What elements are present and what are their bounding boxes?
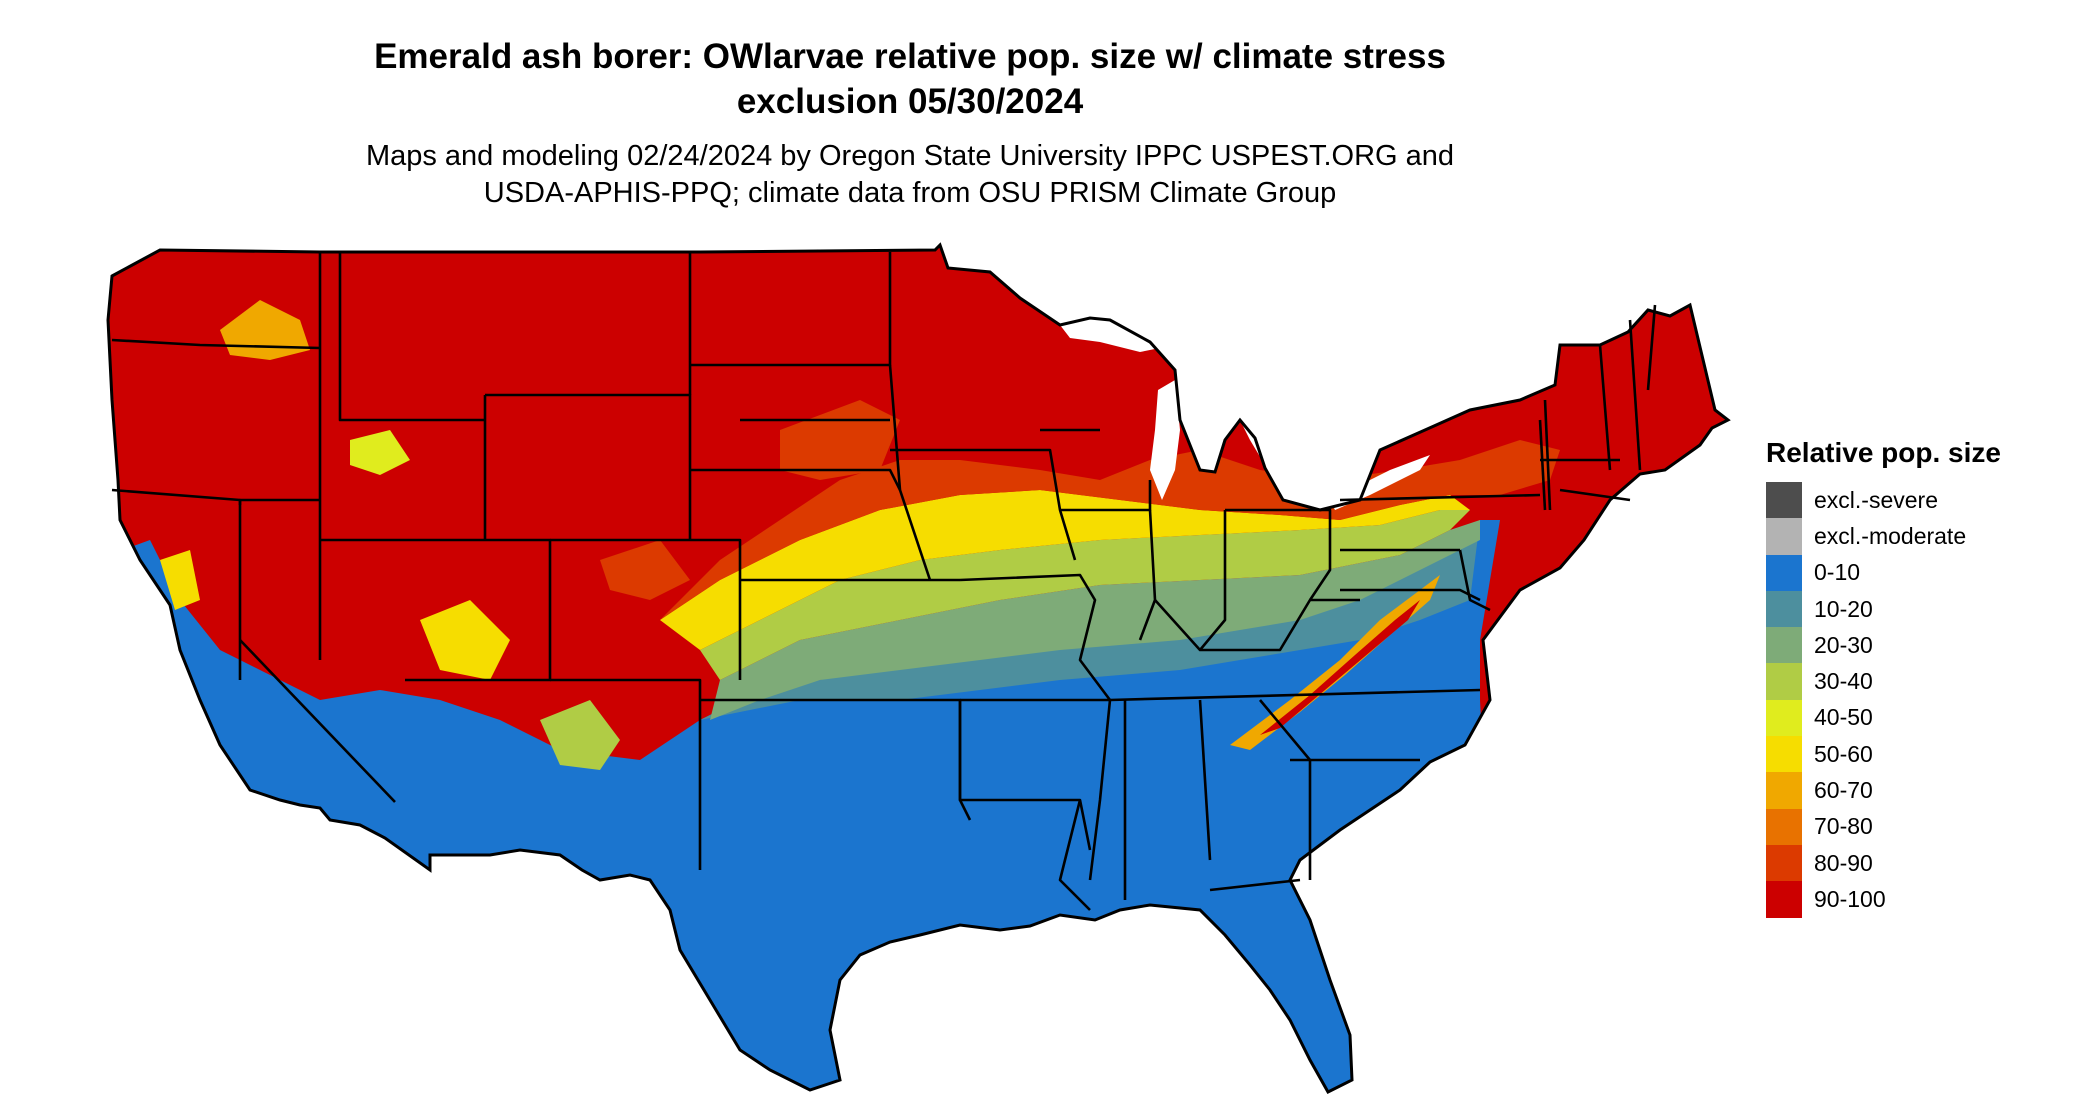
- legend-swatch: [1766, 518, 1802, 555]
- legend-swatch: [1766, 772, 1802, 809]
- state-borders: [111, 252, 1657, 911]
- legend-item: excl.-severe: [1766, 482, 2001, 519]
- legend-label: 0-10: [1814, 559, 1861, 586]
- legend-item: 60-70: [1766, 772, 2001, 809]
- legend-swatch: [1766, 627, 1802, 664]
- map-title-line-1: Emerald ash borer: OWlarvae relative pop…: [374, 37, 1446, 76]
- legend-label: 20-30: [1814, 631, 1873, 658]
- legend-label: excl.-severe: [1814, 486, 1938, 513]
- legend-label: 40-50: [1814, 704, 1873, 731]
- legend-item: 90-100: [1766, 881, 2001, 918]
- legend-item: 20-30: [1766, 627, 2001, 664]
- legend-item: 0-10: [1766, 554, 2001, 591]
- legend-item: 40-50: [1766, 699, 2001, 737]
- legend-swatch: [1766, 554, 1802, 591]
- legend-label: 10-20: [1814, 595, 1873, 622]
- population-raster: [108, 245, 1728, 1092]
- legend-item: 30-40: [1766, 663, 2001, 700]
- legend-label: 30-40: [1814, 668, 1873, 695]
- legend-item: 50-60: [1766, 736, 2001, 773]
- legend-label: excl.-moderate: [1814, 522, 1967, 549]
- legend-item: 10-20: [1766, 590, 2001, 628]
- map-subtitle-line-1: Maps and modeling 02/24/2024 by Oregon S…: [365, 140, 1455, 172]
- legend-swatch: [1766, 808, 1802, 845]
- legend-swatch: [1766, 663, 1802, 700]
- legend-swatch: [1766, 699, 1802, 737]
- legend: Relative pop. size excl.-severe excl.-mod…: [1766, 436, 2001, 918]
- legend-item: 80-90: [1766, 844, 2001, 882]
- legend-swatch: [1766, 590, 1802, 628]
- legend-label: 70-80: [1814, 813, 1873, 840]
- legend-title: Relative pop. size: [1766, 437, 2001, 468]
- legend-label: 60-70: [1814, 777, 1873, 804]
- us-population-map: [106, 243, 1730, 1094]
- map-title-line-2: exclusion 05/30/2024: [736, 82, 1084, 121]
- legend-rows: excl.-severe excl.-moderate 0-10 10-20 20-30…: [1766, 482, 2001, 918]
- legend-item: 70-80: [1766, 808, 2001, 845]
- legend-swatch: [1766, 881, 1802, 918]
- legend-label: 80-90: [1814, 849, 1873, 876]
- lake-erie: [1330, 455, 1430, 510]
- lake-michigan: [1150, 380, 1180, 500]
- lake-superior: [1060, 318, 1175, 352]
- map-subtitle-line-2: USDA-APHIS-PPQ; climate data from OSU PR…: [483, 177, 1337, 209]
- legend-label: 50-60: [1814, 740, 1873, 767]
- legend-swatch: [1766, 736, 1802, 773]
- legend-swatch: [1766, 844, 1802, 882]
- legend-item: excl.-moderate: [1766, 518, 2001, 555]
- legend-label: 90-100: [1814, 885, 1886, 912]
- legend-swatch: [1766, 482, 1802, 519]
